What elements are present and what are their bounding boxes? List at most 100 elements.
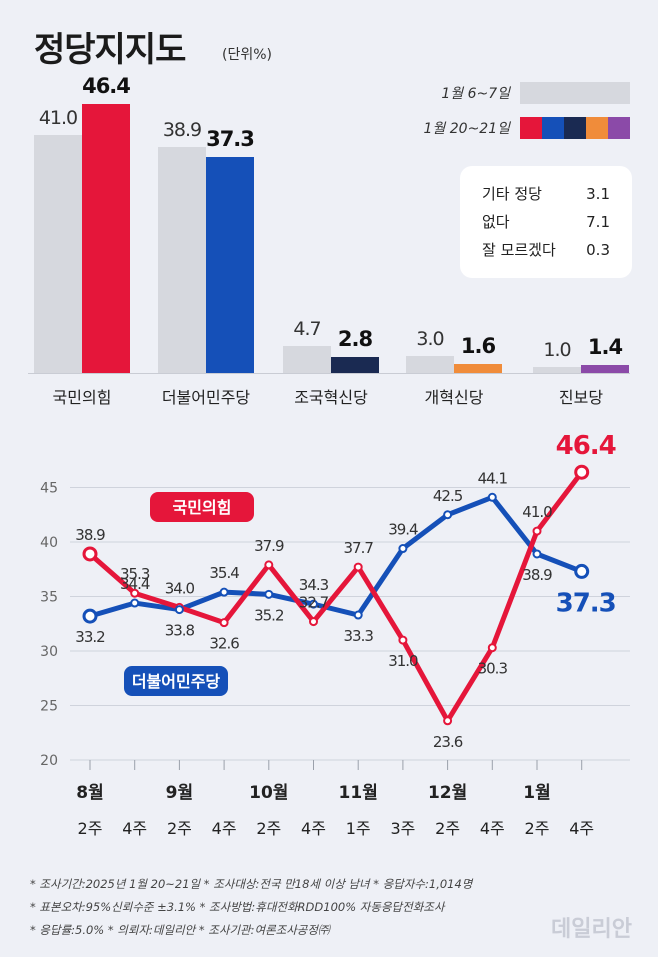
unit-label: (단위%) (222, 47, 272, 63)
footnote-1: * 조사기간:2025년 1월 20~21일 * 조사대상:전국 만18세 이상… (30, 877, 473, 891)
bar-prev (406, 355, 454, 373)
data-label: 44.1 (478, 469, 508, 487)
month-label: 1월 (523, 783, 550, 803)
y-tick-label: 30 (40, 644, 58, 660)
data-label: 23.6 (433, 733, 463, 751)
data-label: 35.4 (209, 564, 239, 582)
legend-swatch-block (520, 117, 542, 139)
data-point (532, 549, 542, 559)
data-point (174, 605, 184, 615)
data-label: 37.3 (556, 588, 616, 618)
data-point (574, 464, 590, 480)
data-label: 41.0 (522, 503, 552, 521)
bar-curr-label: 46.4 (82, 73, 131, 98)
month-label: 10월 (249, 783, 288, 803)
data-label: 33.2 (75, 628, 105, 646)
other-row: 없다 7.1 (482, 208, 610, 236)
bar-curr (454, 363, 502, 373)
legend-curr-label: 1월 20~21일 (423, 121, 510, 137)
week-label: 3주 (390, 819, 415, 838)
bar-prev-label: 38.9 (162, 119, 202, 142)
legend-prev: 1월 6~7일 (441, 82, 630, 104)
series-tag-ppp-bg (150, 492, 254, 522)
data-label: 42.5 (433, 487, 463, 505)
data-point (398, 635, 408, 645)
data-label: 34.4 (120, 575, 150, 593)
bar-prev-label: 4.7 (293, 317, 321, 340)
y-tick-label: 35 (40, 590, 58, 606)
data-label: 31.0 (388, 652, 418, 670)
data-label: 38.9 (522, 566, 552, 584)
y-tick-label: 40 (40, 535, 58, 551)
series-tag-dp-bg (124, 666, 228, 696)
week-label: 4주 (480, 819, 505, 838)
legend-swatch-block (586, 117, 608, 139)
party-name: 진보당 (558, 388, 604, 407)
other-value: 7.1 (586, 213, 610, 231)
data-label: 38.9 (75, 526, 105, 544)
data-point (219, 587, 229, 597)
party-name: 더불어민주당 (161, 388, 251, 407)
data-label: 46.4 (556, 431, 616, 461)
data-point (574, 563, 590, 579)
footnote-3: * 응답률:5.0% * 의뢰자:데일리안 * 조사기관:여론조사공정㈜ (30, 923, 330, 937)
bar-curr (206, 156, 254, 373)
week-label: 2주 (78, 819, 103, 838)
data-label: 32.6 (209, 635, 239, 653)
bar-prev (533, 367, 581, 373)
bar-prev-label: 1.0 (543, 339, 571, 362)
data-point (487, 643, 497, 653)
data-label: 32.7 (299, 594, 329, 612)
trend-line-chart: 45 40 35 30 25 20 38.9 35.3 34.0 32.6 37.9 32.7 37.7… (40, 431, 630, 838)
footnote-2: * 표본오차:95%신뢰수준 ±3.1% * 조사방법:휴대전화RDD100% … (30, 900, 445, 914)
data-point (443, 510, 453, 520)
week-label: 4주 (569, 819, 594, 838)
bar-prev-label: 41.0 (38, 107, 78, 130)
data-label: 33.3 (343, 627, 373, 645)
data-label: 30.3 (478, 660, 508, 678)
series-line (88, 470, 584, 724)
legend-prev-label: 1월 6~7일 (441, 86, 510, 102)
page-title: 정당지지도 (34, 30, 186, 70)
bar-curr-label: 37.3 (206, 126, 255, 151)
data-label: 35.2 (254, 606, 284, 624)
series-line (89, 494, 583, 619)
data-label: 33.8 (165, 622, 195, 640)
legend-curr-swatch (520, 117, 630, 139)
month-label: 8월 (76, 783, 103, 803)
week-label: 1주 (346, 819, 371, 838)
series-tag-ppp: 국민의힘 (173, 498, 232, 517)
data-point (443, 716, 453, 726)
data-point (130, 588, 140, 598)
bar-prev (34, 135, 82, 373)
legend-swatch-block (608, 117, 630, 139)
data-point (309, 599, 318, 609)
other-name: 잘 모르겠다 (482, 241, 556, 259)
week-label: 4주 (122, 819, 147, 838)
bar-curr (331, 356, 379, 373)
data-point (82, 546, 98, 562)
legend-prev-swatch (520, 82, 630, 104)
week-label: 2주 (435, 819, 460, 838)
other-value: 3.1 (586, 185, 610, 203)
data-point (82, 608, 98, 624)
data-point (309, 617, 318, 627)
week-label: 2주 (525, 819, 550, 838)
series-tag-dp: 더불어민주당 (132, 672, 221, 691)
legend-swatch-block (564, 117, 586, 139)
party-name: 개혁신당 (424, 388, 484, 407)
party-name: 조국혁신당 (294, 388, 368, 407)
week-label: 4주 (301, 819, 326, 838)
month-label: 9월 (166, 783, 193, 803)
data-point (353, 562, 363, 572)
data-label: 34.3 (299, 576, 329, 594)
y-tick-label: 25 (40, 699, 58, 715)
other-row: 잘 모르겠다 0.3 (482, 236, 610, 264)
week-label: 2주 (256, 819, 281, 838)
data-point (264, 589, 274, 599)
bar-curr (581, 364, 629, 373)
watermark-logo: 데일리안 (551, 917, 632, 942)
data-point (487, 492, 497, 502)
other-parties-box: 기타 정당 3.1 없다 7.1 잘 모르겠다 0.3 (460, 166, 632, 278)
data-point (532, 526, 542, 536)
